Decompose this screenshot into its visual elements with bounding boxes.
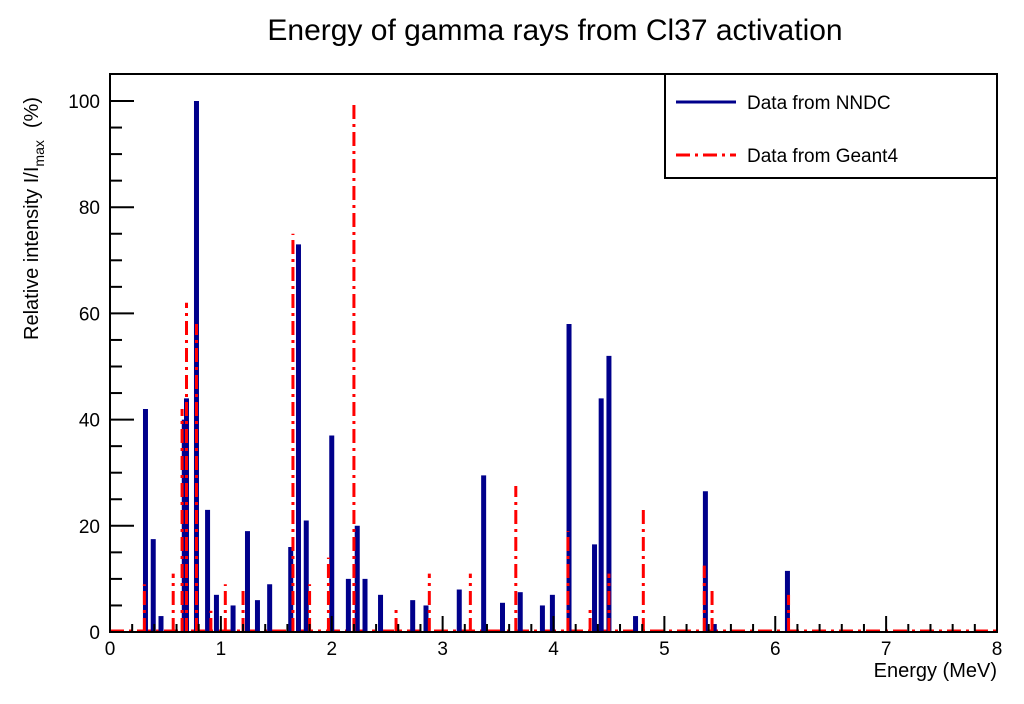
plot-frame — [109, 73, 998, 633]
axes — [109, 100, 998, 633]
y-tick-label: 40 — [79, 411, 100, 432]
y-axis-label-sub: max — [31, 140, 47, 166]
y-tick-label: 80 — [79, 198, 100, 219]
y-tick-label: 100 — [68, 92, 100, 113]
y-axis-label-unit: (%) — [21, 97, 43, 128]
plot-marks — [110, 101, 997, 633]
x-tick-labels: 0 1 2 3 4 5 6 7 8 — [105, 639, 1003, 660]
x-tick-label: 3 — [437, 639, 448, 660]
legend: Data from NNDC Data from Geant4 — [664, 73, 998, 179]
x-tick-label: 5 — [659, 639, 670, 660]
y-axis-label: Relative intensity I/Imax (%) — [21, 97, 47, 340]
y-tick-label: 60 — [79, 304, 100, 325]
y-axis-label-main: Relative intensity I/I — [21, 167, 43, 340]
x-tick-label: 1 — [216, 639, 227, 660]
legend-label-nndc: Data from NNDC — [747, 93, 891, 114]
legend-box — [664, 73, 998, 179]
chart-title: Energy of gamma rays from Cl37 activatio… — [267, 14, 842, 47]
y-tick-labels: 0 20 40 60 80 100 — [68, 92, 100, 644]
x-tick-label: 2 — [326, 639, 337, 660]
legend-label-geant4: Data from Geant4 — [747, 146, 898, 167]
x-tick-label: 7 — [881, 639, 892, 660]
x-tick-label: 0 — [105, 639, 116, 660]
x-tick-label: 8 — [992, 639, 1003, 660]
y-tick-label: 0 — [89, 623, 100, 644]
svg-text:Relative intensity I/Imax(%): Relative intensity I/Imax (%) — [21, 97, 47, 340]
x-axis-label: Energy (MeV) — [874, 660, 997, 682]
x-tick-label: 6 — [770, 639, 781, 660]
x-tick-label: 4 — [548, 639, 559, 660]
y-tick-label: 20 — [79, 517, 100, 538]
